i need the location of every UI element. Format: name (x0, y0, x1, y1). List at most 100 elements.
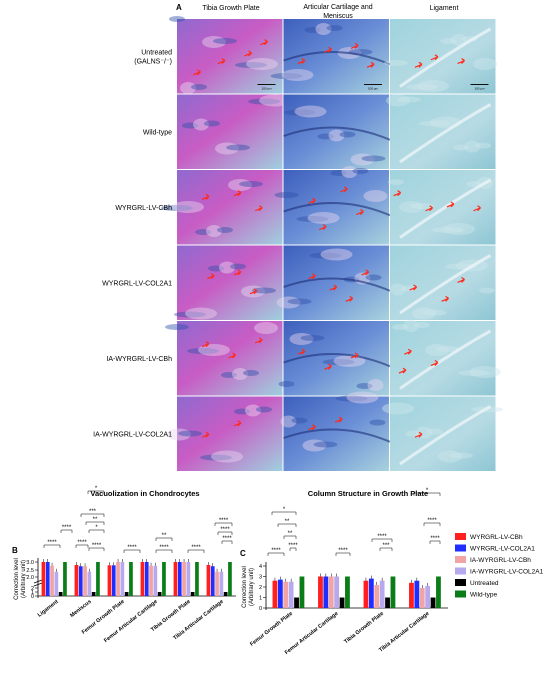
tissue-texture (239, 181, 263, 187)
tissue-texture (322, 359, 355, 365)
significance-label: ** (162, 533, 167, 539)
tissue-texture (178, 430, 202, 437)
tissue-texture (167, 428, 191, 441)
tissue-texture (228, 179, 252, 191)
bar (323, 576, 329, 608)
bar (228, 562, 232, 596)
tissue-texture (169, 16, 185, 22)
tissue-texture (309, 252, 342, 259)
red-arrow-icon (201, 193, 210, 200)
tissue-texture (296, 216, 329, 222)
tissue-boundary (283, 126, 391, 141)
bar (149, 565, 153, 596)
red-arrow-icon (217, 58, 226, 65)
bar (120, 562, 125, 596)
significance-label: **** (47, 540, 57, 546)
red-arrow-icon (201, 341, 210, 348)
tissue-texture (302, 439, 327, 452)
significance-bracket (187, 549, 205, 553)
tissue-texture (291, 417, 308, 424)
bar (173, 562, 178, 596)
tissue-texture (232, 368, 248, 380)
tissue-texture (475, 142, 491, 149)
y-axis-label: (Arbitrary unit) (249, 568, 255, 606)
tissue-texture (208, 265, 224, 272)
tissue-texture (440, 38, 456, 44)
red-arrow-icon (393, 190, 402, 197)
bar (272, 580, 278, 608)
red-arrow-icon (457, 276, 465, 284)
category-label: Tibia Growth Plate (343, 611, 385, 645)
red-arrow-icon (350, 42, 359, 49)
tissue-texture (245, 404, 261, 417)
tissue-texture (246, 58, 278, 70)
tissue-texture (206, 225, 222, 237)
tissue-texture (449, 452, 473, 459)
bar (111, 565, 116, 596)
tissue-texture (283, 109, 316, 116)
red-arrow-icon (207, 273, 215, 280)
tissue-texture (254, 322, 278, 334)
legend-swatch (455, 556, 466, 563)
significance-label: ** (285, 519, 290, 525)
significance-bracket (289, 547, 297, 551)
y-tick-label: 0 (31, 594, 34, 600)
column-header-articular-cartilage-2: Meniscus (323, 13, 353, 20)
tissue-texture (187, 348, 219, 354)
y-tick-label: 1 (31, 590, 34, 596)
significance-bracket (43, 544, 61, 548)
tissue-texture (215, 142, 239, 155)
significance-bracket (214, 522, 233, 526)
bar (299, 576, 305, 608)
bar (368, 578, 374, 608)
tissue-texture (317, 133, 334, 140)
red-arrow-icon (308, 273, 316, 280)
bar (288, 581, 294, 608)
significance-label: **** (77, 540, 87, 546)
micrograph-tile (177, 321, 283, 396)
significance-bracket (283, 535, 297, 539)
significance-bracket (335, 552, 351, 556)
tissue-texture (256, 406, 272, 413)
tissue-texture (414, 322, 430, 328)
red-arrow-icon (254, 337, 263, 344)
significance-label: * (95, 525, 98, 531)
tissue-texture (350, 153, 375, 166)
red-arrow-icon (446, 201, 455, 208)
legend-swatch (455, 544, 466, 552)
chart-letter: C (240, 549, 246, 558)
tissue-texture (211, 450, 243, 463)
axis-break (33, 579, 43, 587)
tissue-texture (193, 118, 209, 131)
red-arrow-icon (334, 416, 343, 423)
tissue-texture (401, 285, 417, 292)
bar (379, 580, 385, 608)
legend-label: Wild-type (470, 592, 497, 599)
tissue-texture (307, 212, 340, 224)
tissue-texture (352, 168, 369, 174)
y-tick-label: 2.0 (26, 575, 34, 581)
bar (54, 571, 59, 596)
significance-label: **** (220, 527, 230, 533)
red-arrow-icon (228, 352, 236, 359)
tissue-texture (335, 395, 368, 402)
red-arrow-icon (324, 363, 332, 370)
red-arrow-icon (430, 54, 439, 61)
bar (91, 592, 96, 596)
significance-label: ** (288, 531, 293, 537)
significance-bracket (123, 549, 141, 553)
significance-label: *** (89, 509, 97, 515)
category-label: Femur Articular Cartilage (103, 599, 159, 644)
tissue-texture (405, 430, 421, 437)
significance-label: *** (382, 543, 390, 549)
tissue-texture (248, 98, 280, 105)
red-arrow-icon (233, 420, 242, 427)
row-label: (GALNS⁻/⁻) (134, 58, 172, 65)
red-arrow-icon (329, 284, 338, 291)
significance-bracket (75, 544, 89, 548)
tissue-texture (363, 190, 388, 202)
row-label: WYRGRL-LV-CBh (115, 205, 172, 212)
tissue-texture (479, 287, 495, 294)
significance-bracket (88, 547, 105, 551)
significance-label: **** (427, 518, 437, 524)
